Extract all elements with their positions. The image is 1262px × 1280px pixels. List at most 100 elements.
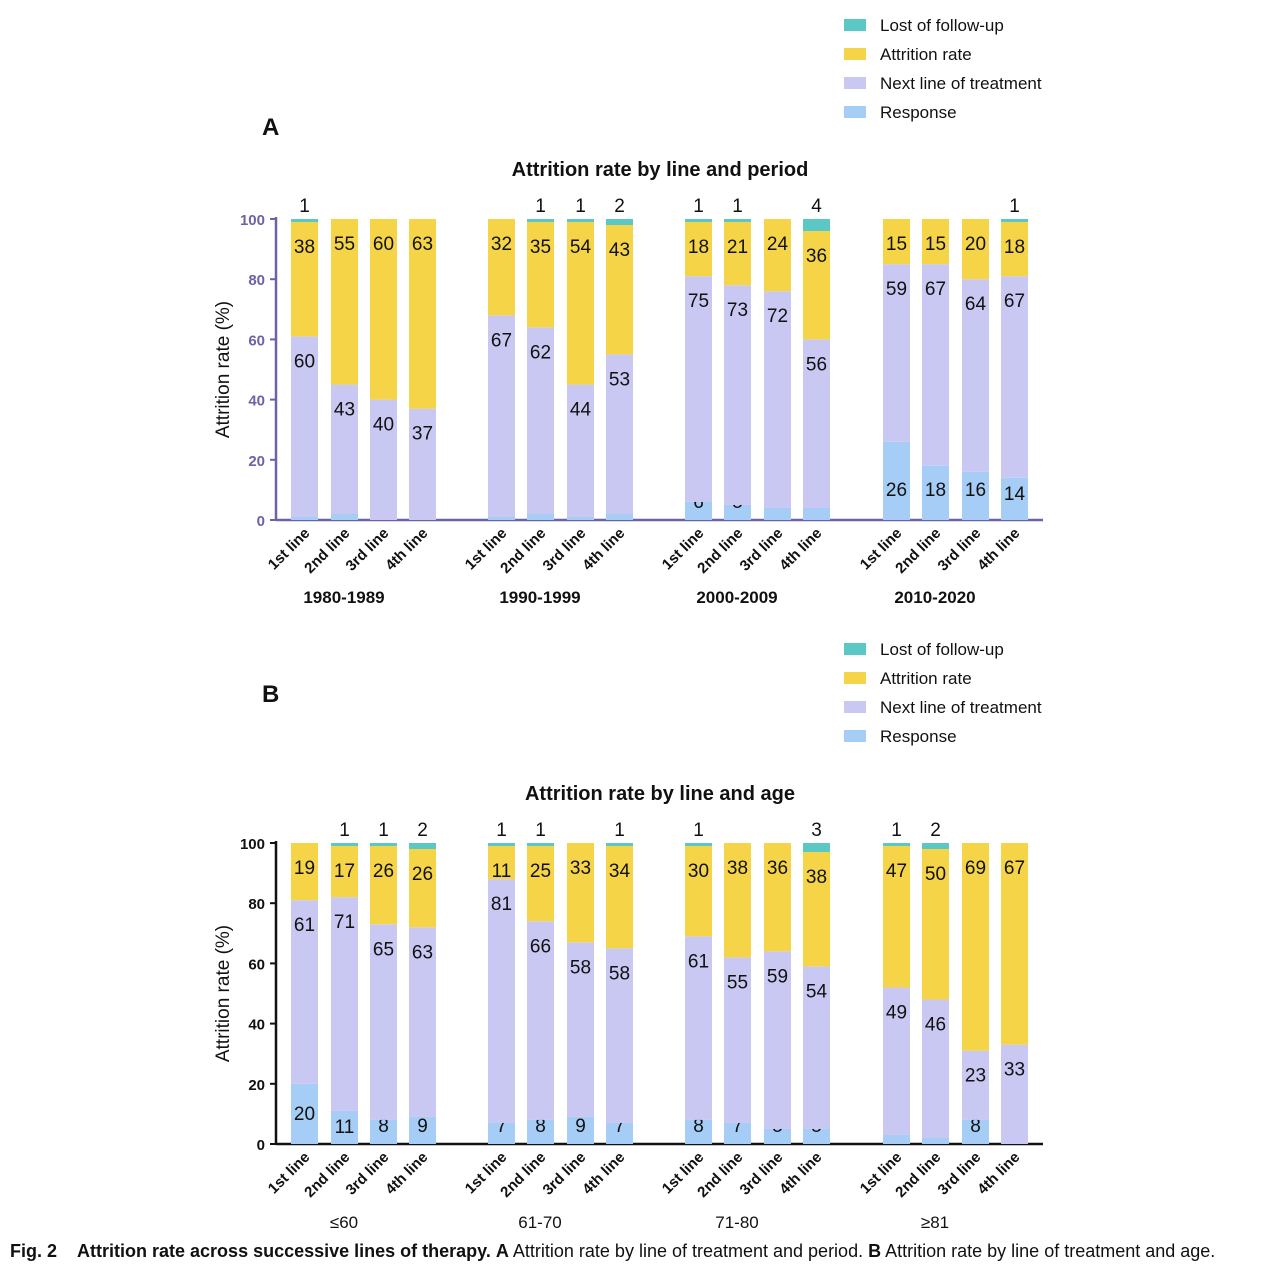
bar-segment (1001, 843, 1028, 1045)
data-label: 55 (727, 972, 748, 993)
data-label: 8 (378, 1116, 389, 1137)
bar-segment (764, 1128, 791, 1144)
bar-segment (724, 843, 751, 958)
bar-segment (883, 219, 910, 265)
data-label: 1 (693, 196, 704, 217)
data-label: 36 (806, 246, 827, 267)
chart-title: Attrition rate by line and period (512, 159, 809, 181)
data-label: 8 (535, 1116, 546, 1137)
bar-segment (685, 219, 712, 223)
data-label: 1 (496, 820, 507, 841)
bar-segment (803, 966, 830, 1129)
bar-segment (1001, 219, 1028, 223)
data-label: 38 (806, 867, 827, 888)
chart-title: Attrition rate by line and age (525, 783, 795, 805)
y-tick-label-1: 20 (248, 1077, 265, 1094)
data-label: 63 (412, 234, 433, 255)
bar-segment (488, 315, 515, 517)
data-label: 1 (339, 820, 350, 841)
bar-segment (922, 999, 949, 1138)
bar-segment (291, 336, 318, 517)
legend-label-2: Next line of treatment (880, 74, 1042, 93)
bar-segment (685, 843, 712, 847)
bar-segment (409, 927, 436, 1117)
bar-segment (488, 219, 515, 316)
data-label: 24 (767, 234, 789, 255)
bar-segment (685, 276, 712, 502)
bar-segment (1001, 477, 1028, 520)
data-label: 72 (767, 306, 788, 327)
legend-swatch-1 (844, 48, 866, 60)
bar-segment (291, 222, 318, 337)
y-tick-label-0: 0 (257, 513, 265, 530)
bar-segment (1001, 276, 1028, 478)
data-label: 38 (294, 237, 315, 258)
bar-segment (764, 843, 791, 952)
y-tick-label-5: 100 (240, 836, 265, 853)
x-tick-label: 4th line (776, 525, 825, 574)
bar-segment (962, 1050, 989, 1120)
data-label: 1 (535, 820, 546, 841)
data-label: 16 (965, 480, 986, 501)
bar-segment (567, 384, 594, 517)
data-label: 25 (530, 861, 551, 882)
data-label: 53 (609, 369, 630, 390)
data-label: 1 (614, 820, 625, 841)
x-tick-label: 3rd line (737, 1149, 787, 1199)
bar-segment (685, 846, 712, 937)
chart-panel-a: Lost of follow-up Attrition rate Next line… (213, 16, 1043, 607)
bar-segment (331, 846, 358, 898)
group-label: ≥81 (921, 1213, 949, 1232)
bar-segment (488, 846, 515, 880)
group-label: ≤60 (330, 1213, 358, 1232)
legend-swatch-2 (844, 701, 866, 713)
bar-segment (527, 513, 554, 520)
legend-swatch-1 (844, 672, 866, 684)
bar-segment (488, 516, 515, 520)
data-label: 64 (965, 294, 987, 315)
bar-segment (331, 513, 358, 520)
data-label: 21 (727, 237, 748, 258)
data-label: 8 (693, 1116, 704, 1137)
x-tick-label: 3rd line (935, 525, 985, 575)
legend-label-3: Response (880, 727, 957, 746)
bar-segment (962, 279, 989, 472)
caption-title: Attrition rate across successive lines o… (77, 1241, 491, 1261)
data-label: 18 (1004, 237, 1025, 258)
x-tick-label: 4th line (579, 1149, 628, 1198)
data-label: 19 (294, 858, 315, 879)
data-label: 14 (1004, 484, 1026, 505)
bar-segment (291, 843, 318, 901)
data-label: 67 (925, 279, 946, 300)
bar-segment (291, 900, 318, 1084)
data-label: 58 (609, 963, 630, 984)
data-label: 75 (688, 291, 709, 312)
bar-segment (527, 219, 554, 223)
bar-segment (370, 924, 397, 1120)
x-tick-label: 3rd line (737, 525, 787, 575)
data-label: 20 (965, 234, 986, 255)
bar-segment (370, 399, 397, 520)
data-label: 2 (417, 820, 428, 841)
group-label: 1990-1999 (499, 588, 580, 607)
bar-segment (922, 1137, 949, 1144)
y-tick-label-2: 40 (248, 393, 265, 410)
x-tick-label: 3rd line (540, 525, 590, 575)
bar-segment (883, 843, 910, 847)
bar-segment (803, 507, 830, 520)
bar-segment (962, 471, 989, 520)
data-label: 8 (970, 1116, 981, 1137)
data-label: 9 (417, 1116, 428, 1137)
data-label: 1 (535, 196, 546, 217)
bar-segment (724, 222, 751, 286)
bar-segment (606, 1122, 633, 1144)
bar-segment (724, 957, 751, 1123)
panel-letter: A (262, 114, 279, 141)
bar-segment (803, 219, 830, 232)
data-label: 1 (299, 196, 310, 217)
bar-segment (962, 219, 989, 280)
bar-segment (567, 1116, 594, 1144)
data-label: 36 (767, 858, 788, 879)
data-label: 33 (1004, 1060, 1025, 1081)
bar-segment (409, 849, 436, 928)
